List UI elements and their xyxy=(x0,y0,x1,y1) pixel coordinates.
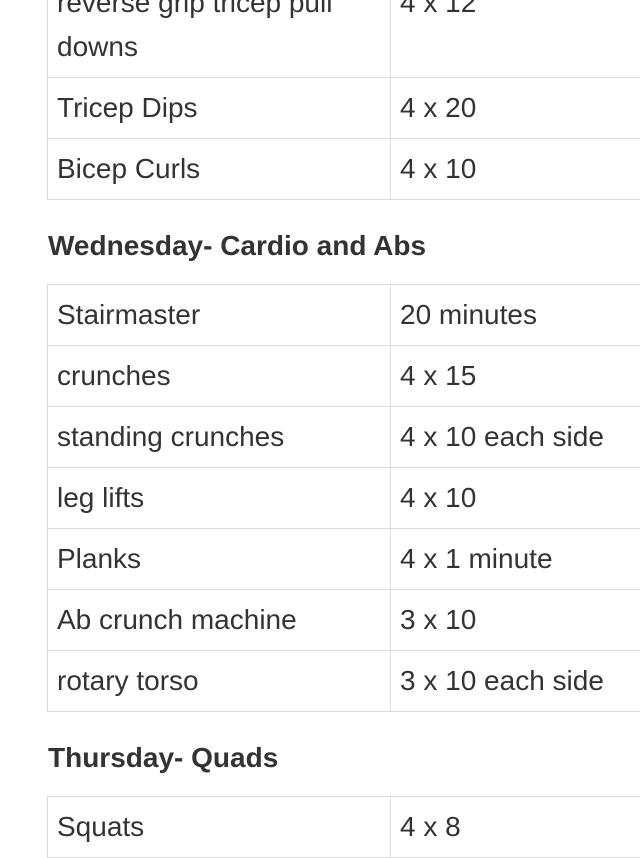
sets-cell: 4 x 10 xyxy=(391,139,640,200)
exercise-cell: reverse grip tricep pull downs xyxy=(48,0,391,78)
exercise-cell: Planks xyxy=(48,529,391,590)
exercise-cell: crunches xyxy=(48,346,391,407)
sets-cell: 3 x 10 xyxy=(391,590,640,651)
sets-cell: 4 x 20 xyxy=(391,78,640,139)
exercise-cell: Ab crunch machine xyxy=(48,590,391,651)
sets-cell: 3 x 10 each side xyxy=(391,651,640,712)
exercise-cell: rotary torso xyxy=(48,651,391,712)
exercise-cell: Bicep Curls xyxy=(48,139,391,200)
sets-cell: 4 x 10 each side xyxy=(391,407,640,468)
sets-cell: 4 x 15 xyxy=(391,346,640,407)
sets-cell: 4 x 12 xyxy=(391,0,640,78)
exercise-cell: standing crunches xyxy=(48,407,391,468)
sets-cell: 4 x 1 minute xyxy=(391,529,640,590)
sets-cell: 4 x 8 xyxy=(391,797,640,858)
sets-cell: 20 minutes xyxy=(391,285,640,346)
exercise-cell: Tricep Dips xyxy=(48,78,391,139)
section-heading: Thursday- Quads xyxy=(48,736,640,780)
exercise-cell: Stairmaster xyxy=(48,285,391,346)
exercise-cell: leg lifts xyxy=(48,468,391,529)
section-heading: Wednesday- Cardio and Abs xyxy=(48,224,640,268)
sets-cell: 4 x 10 xyxy=(391,468,640,529)
exercise-cell: Squats xyxy=(48,797,391,858)
